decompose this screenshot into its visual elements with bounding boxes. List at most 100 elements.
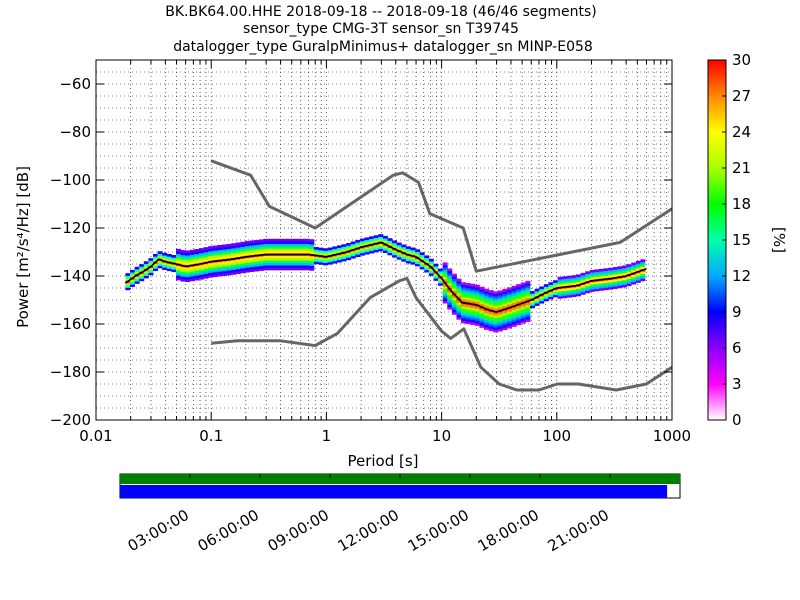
heatmap-cell: [525, 319, 531, 322]
heatmap-cell: [175, 248, 181, 252]
heatmap-cell: [470, 307, 476, 311]
heatmap-cell: [350, 243, 356, 247]
heatmap-cell: [502, 327, 508, 330]
heatmap-cell: [175, 277, 181, 281]
heatmap-cell: [433, 263, 439, 267]
heatmap-cell: [359, 243, 365, 247]
heatmap-cell: [378, 234, 384, 237]
heatmap-cell: [585, 290, 591, 294]
heatmap-cell: [461, 315, 467, 319]
heatmap-cell: [451, 312, 457, 315]
heatmap-cell: [290, 246, 296, 249]
heatmap-cell: [470, 310, 476, 313]
heatmap-cell: [516, 317, 522, 321]
heatmap-cell: [511, 292, 517, 296]
heatmap-cell: [594, 281, 600, 285]
heatmap-cell: [396, 244, 402, 248]
colorbar-tick-label: 9: [732, 303, 742, 321]
heatmap-cell: [456, 314, 462, 318]
heatmap-cell: [171, 269, 177, 273]
heatmap-cell: [231, 252, 237, 256]
heatmap-cell: [575, 288, 581, 292]
heatmap-cell: [474, 318, 480, 322]
heatmap-cell: [424, 257, 430, 261]
heatmap-cell: [470, 322, 476, 325]
heatmap-cell: [290, 255, 296, 259]
heatmap-cell: [295, 241, 301, 244]
heatmap-cell: [631, 277, 637, 280]
heatmap-cell: [254, 259, 260, 262]
heatmap-cell: [461, 291, 467, 295]
heatmap-cell: [286, 238, 292, 242]
heatmap-cell: [221, 256, 227, 260]
heatmap-cell: [185, 262, 191, 266]
heatmap-cell: [226, 243, 232, 247]
heatmap-cell: [231, 250, 237, 254]
heatmap-cell: [263, 255, 269, 259]
heatmap-cell: [433, 278, 439, 281]
heatmap-cell: [621, 277, 627, 281]
heatmap-cell: [598, 280, 604, 284]
heatmap-cell: [364, 249, 370, 253]
y-axis-ticks: −60 −80 −100 −120 −140 −160 −180 −200: [50, 75, 672, 429]
heatmap-cell: [267, 238, 273, 242]
heatmap-cell: [562, 290, 568, 294]
heatmap-cell: [263, 262, 269, 266]
heatmap-cell: [244, 248, 250, 251]
heatmap-cell: [442, 296, 448, 299]
heatmap-cell: [401, 256, 407, 260]
heatmap-cell: [336, 247, 342, 251]
heatmap-cell: [488, 323, 494, 327]
heatmap-cell: [244, 262, 250, 266]
heatmap-cell: [369, 236, 375, 240]
heatmap-cell: [217, 254, 223, 258]
heatmap-cell: [479, 325, 485, 328]
heatmap-cell: [313, 256, 319, 260]
heatmap-cell: [488, 292, 494, 296]
heatmap-cell: [405, 251, 411, 254]
heatmap-cell: [557, 293, 563, 297]
heatmap-cell: [479, 293, 485, 297]
heatmap-cell: [451, 309, 457, 313]
curve-layer: [124, 159, 673, 392]
heatmap-cell: [401, 249, 407, 253]
heatmap-cell: [447, 285, 453, 288]
heatmap-cell: [580, 292, 586, 295]
heatmap-cell: [548, 284, 554, 288]
heatmap-cell: [465, 321, 471, 325]
heatmap-cell: [447, 273, 453, 276]
heatmap-cell: [511, 316, 517, 320]
heatmap-cell: [585, 271, 591, 275]
heatmap-cell: [562, 278, 568, 282]
heatmap-cell: [304, 258, 310, 261]
heatmap-cell: [553, 294, 559, 298]
heatmap-cell: [608, 274, 614, 278]
heatmap-cell: [244, 245, 250, 249]
heatmap-cell: [621, 267, 627, 271]
heatmap-cell: [378, 236, 384, 240]
heatmap-cell: [497, 290, 503, 294]
heatmap-cell: [175, 260, 181, 264]
heatmap-cell: [286, 258, 292, 261]
heatmap-cell: [240, 260, 246, 264]
heatmap-cell: [235, 244, 241, 248]
heatmap-cell: [465, 285, 471, 289]
heatmap-cell: [442, 284, 448, 287]
heatmap-cell: [272, 238, 278, 242]
heatmap-cell: [226, 260, 232, 264]
heatmap-cell: [603, 287, 609, 291]
heatmap-cell: [226, 265, 232, 269]
heatmap-cell: [530, 293, 536, 297]
heatmap-cell: [166, 256, 172, 260]
time-tick-label: 03:00:00: [125, 506, 192, 555]
heatmap-cell: [240, 270, 246, 274]
heatmap-cell: [175, 270, 181, 274]
heatmap-cell: [534, 303, 540, 306]
heatmap-cell: [290, 262, 296, 266]
heatmap-cell: [166, 263, 172, 267]
heatmap-cell: [134, 271, 140, 275]
heatmap-cell: [295, 258, 301, 261]
heatmap-cell: [589, 281, 595, 285]
chart-title: BK.BK64.00.HHE 2018-09-18 -- 2018-09-18 …: [165, 4, 597, 55]
y-tick-label: −80: [59, 123, 91, 141]
